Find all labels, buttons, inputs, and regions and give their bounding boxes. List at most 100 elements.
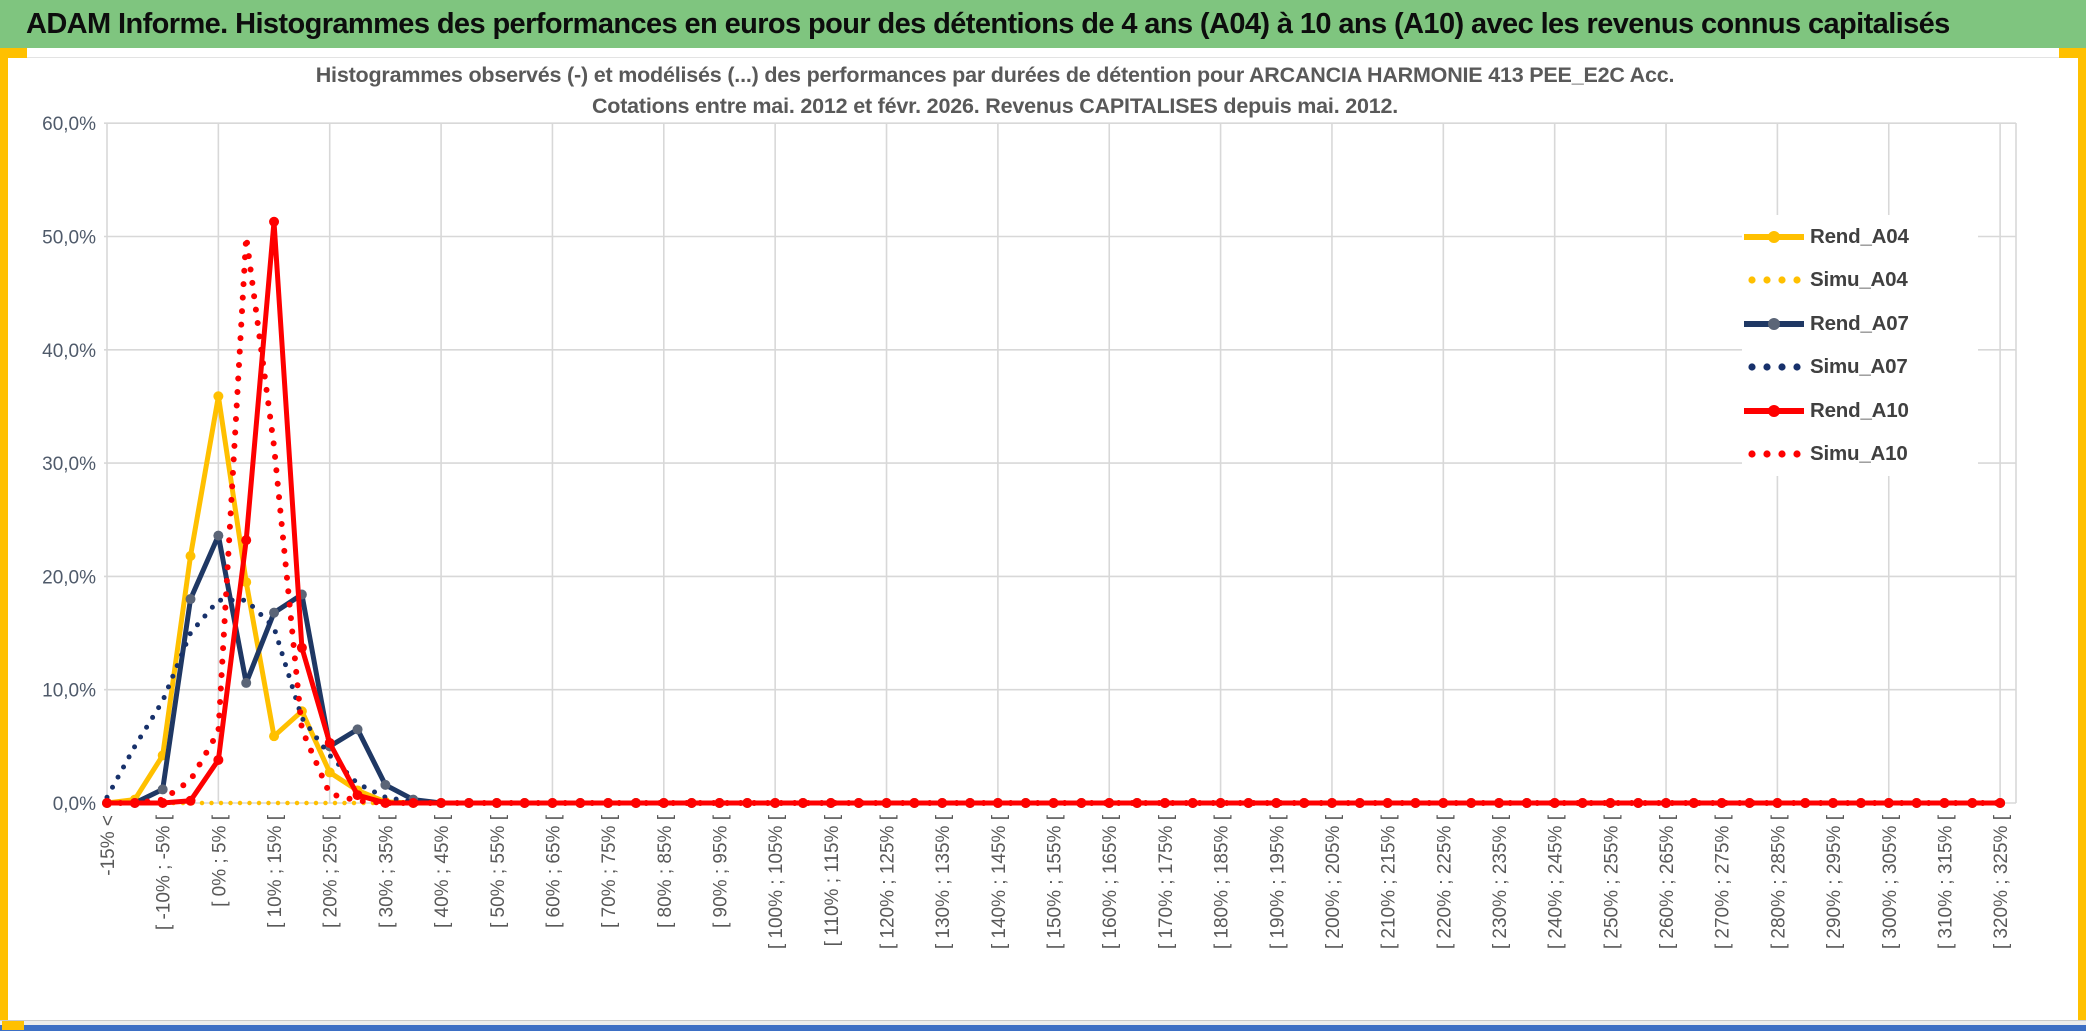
x-axis-label: [ 100% ; 105% [: [766, 814, 787, 949]
series-marker-rend_a10: [296, 642, 307, 653]
series-line-simu_a07: [104, 597, 2003, 806]
legend-label: Simu_A04: [1810, 268, 1908, 292]
x-axis-label: [ 180% ; 185% [: [1212, 814, 1233, 949]
x-axis-label: [ 140% ; 145% [: [989, 814, 1010, 949]
legend-item-rend_a04[interactable]: Rend_A04: [1742, 215, 1978, 259]
x-axis-label: [ 210% ; 215% [: [1379, 814, 1400, 949]
series-marker-rend_a07: [380, 779, 391, 790]
legend-sample-line: [1744, 404, 1804, 417]
top-left-accent-cap: [0, 48, 27, 58]
series-line-rend_a10: [107, 219, 2001, 806]
x-axis-label: [ 150% ; 155% [: [1045, 814, 1066, 949]
chart-title: Histogrammes observés (-) et modélisés (…: [100, 60, 1890, 122]
series-marker-rend_a07: [157, 784, 168, 795]
series-marker-rend_a10: [1688, 798, 1699, 808]
top-right-accent-cap: [2059, 48, 2086, 58]
chart-title-line2: Cotations entre mai. 2012 et févr. 2026.…: [591, 94, 1399, 118]
x-axis-label: [ 130% ; 135% [: [933, 814, 954, 949]
x-axis-label: [ 300% ; 305% [: [1880, 814, 1901, 949]
x-axis-label: [ 320% ; 325% [: [1991, 814, 2012, 949]
horizontal-scrollbar[interactable]: [0, 1020, 2086, 1026]
chart-title-line1: Histogrammes observés (-) et modélisés (…: [315, 63, 1675, 87]
x-axis-label: [ 40% ; 45% [: [432, 814, 453, 928]
series-marker-rend_a04: [269, 731, 280, 742]
x-axis-label: [ 230% ; 235% [: [1490, 814, 1511, 949]
x-axis-label: [ 20% ; 25% [: [321, 814, 342, 928]
sheet-title-text: ADAM Informe. Histogrammes des performan…: [26, 7, 1950, 40]
series-line-simu_a10: [104, 233, 2004, 806]
legend-sample-dots: [1748, 363, 1801, 371]
series-marker-rend_a10: [269, 216, 280, 227]
legend-sample-line: [1744, 230, 1804, 243]
series-marker-rend_a10: [770, 798, 781, 808]
series-marker-rend_a10: [1577, 798, 1588, 808]
scrollbar-thumb[interactable]: [2, 1021, 24, 1030]
legend-item-simu_a10[interactable]: Simu_A10: [1742, 433, 1978, 477]
x-axis-label: [ 270% ; 275% [: [1713, 814, 1734, 949]
x-axis-label: [ 240% ; 245% [: [1546, 814, 1567, 949]
x-axis-label: [ 60% ; 65% [: [543, 814, 564, 928]
right-accent-strip: [2078, 48, 2086, 1021]
series-marker-rend_a10: [1271, 798, 1282, 808]
series-line-rend_a04: [106, 393, 2001, 806]
x-axis-label: [ 170% ; 175% [: [1156, 814, 1177, 949]
series-marker-rend_a04: [324, 767, 335, 778]
left-accent-strip: [0, 48, 8, 1021]
series-marker-rend_a10: [185, 795, 196, 806]
legend-sample-line: [1744, 317, 1804, 330]
x-axis-label: [ 310% ; 315% [: [1935, 814, 1956, 949]
x-axis-label: [ 30% ; 35% [: [376, 814, 397, 928]
legend-label: Rend_A10: [1810, 398, 1909, 422]
series-marker-rend_a07: [185, 594, 196, 605]
series-marker-rend_a10: [213, 754, 224, 765]
x-axis-label: [ 160% ; 165% [: [1100, 814, 1121, 949]
series-marker-rend_a10: [1716, 798, 1727, 808]
x-axis-label: [ 70% ; 75% [: [599, 814, 620, 928]
y-axis-label: 20,0%: [42, 567, 96, 588]
x-axis-label: [ 110% ; 115% [: [822, 814, 843, 946]
series-marker-rend_a10: [1132, 798, 1143, 808]
y-axis-label: 50,0%: [42, 228, 96, 249]
legend-item-simu_a07[interactable]: Simu_A07: [1742, 346, 1978, 390]
series-marker-rend_a10: [1159, 798, 1170, 808]
x-axis-label: [ 280% ; 285% [: [1768, 814, 1789, 949]
x-axis-label: [ 290% ; 295% [: [1824, 814, 1845, 949]
header-underlay: [0, 48, 2086, 58]
y-axis-label: 0,0%: [53, 794, 96, 815]
x-axis-label: [ 50% ; 55% [: [488, 814, 509, 928]
series-marker-rend_a10: [742, 798, 753, 808]
y-axis-label: 60,0%: [42, 114, 96, 135]
series-marker-rend_a10: [1633, 798, 1644, 808]
x-axis-label: [ 220% ; 225% [: [1434, 814, 1455, 949]
bottom-bar: [0, 1025, 2086, 1031]
y-axis-label: 10,0%: [42, 681, 96, 702]
series-marker-rend_a10: [1215, 798, 1226, 808]
series-marker-rend_a07: [269, 607, 280, 618]
x-axis-label: [ 0% ; 5% [: [209, 814, 230, 907]
series-marker-rend_a10: [825, 798, 836, 808]
sheet-title-bar: ADAM Informe. Histogrammes des performan…: [0, 0, 2086, 48]
x-axis-label: [ -10% ; -5% [: [154, 814, 175, 930]
series-marker-rend_a10: [1661, 798, 1672, 808]
series-marker-rend_a10: [352, 790, 363, 801]
legend-label: Rend_A07: [1810, 311, 1909, 335]
x-axis-label: [ 250% ; 255% [: [1601, 814, 1622, 949]
series-marker-rend_a07: [241, 677, 252, 688]
legend-sample-dots: [1748, 450, 1801, 458]
series-marker-rend_a10: [241, 535, 252, 546]
series-marker-rend_a10: [324, 737, 335, 748]
x-axis-label: [ 200% ; 205% [: [1323, 814, 1344, 949]
legend-sample-dots: [1748, 276, 1801, 284]
legend-item-simu_a04[interactable]: Simu_A04: [1742, 259, 1978, 303]
series-marker-rend_a04: [213, 391, 224, 402]
series-marker-rend_a07: [352, 724, 363, 735]
chart-legend: Rend_A04 Simu_A04 Rend_A07 Simu_A07 Rend_A10…: [1742, 215, 1978, 476]
series-marker-rend_a10: [1187, 798, 1198, 808]
y-axis-label: 30,0%: [42, 454, 96, 475]
series-marker-rend_a07: [213, 530, 224, 541]
legend-item-rend_a07[interactable]: Rend_A07: [1742, 302, 1978, 346]
legend-item-rend_a10[interactable]: Rend_A10: [1742, 389, 1978, 433]
legend-label: Simu_A07: [1810, 355, 1908, 379]
x-axis-label: [ 80% ; 85% [: [655, 814, 676, 928]
